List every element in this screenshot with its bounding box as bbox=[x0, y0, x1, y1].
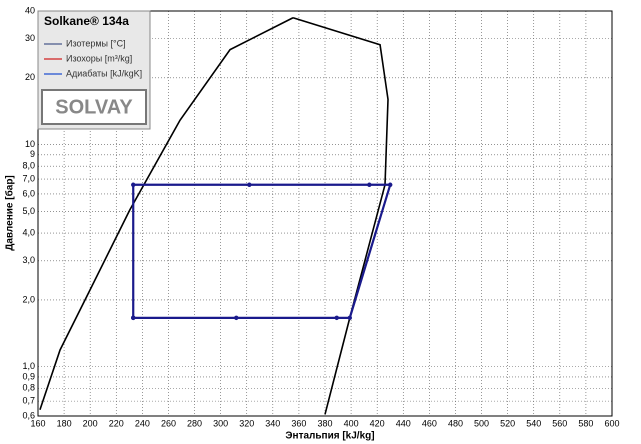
y-tick-label: 10 bbox=[25, 139, 35, 149]
x-tick-label: 400 bbox=[344, 418, 359, 428]
x-tick-label: 500 bbox=[474, 418, 489, 428]
y-tick-label: 9 bbox=[30, 149, 35, 159]
x-tick-label: 560 bbox=[552, 418, 567, 428]
saturation-curve bbox=[292, 16, 389, 415]
cycle-point bbox=[131, 182, 136, 187]
x-tick-label: 380 bbox=[317, 418, 332, 428]
legend-label: Адиабаты [kJ/kgK] bbox=[66, 68, 142, 78]
x-tick-label: 340 bbox=[265, 418, 280, 428]
x-tick-label: 300 bbox=[213, 418, 228, 428]
cycle-point bbox=[388, 182, 393, 187]
x-tick-label: 600 bbox=[604, 418, 619, 428]
y-tick-label: 8,0 bbox=[22, 161, 35, 171]
y-tick-label: 5,0 bbox=[22, 206, 35, 216]
x-tick-label: 260 bbox=[161, 418, 176, 428]
y-axis-label: Давление [бар] bbox=[4, 175, 16, 251]
x-tick-label: 320 bbox=[239, 418, 254, 428]
y-tick-label: 4,0 bbox=[22, 227, 35, 237]
y-tick-label: 7,0 bbox=[22, 173, 35, 183]
x-tick-label: 440 bbox=[396, 418, 411, 428]
legend-label: Изотермы [°C] bbox=[66, 38, 126, 48]
x-tick-label: 160 bbox=[30, 418, 45, 428]
x-tick-label: 580 bbox=[578, 418, 593, 428]
y-tick-label: 20 bbox=[25, 72, 35, 82]
y-tick-label: 0,9 bbox=[22, 371, 35, 381]
cycle-point bbox=[247, 182, 252, 187]
cycle-point bbox=[234, 315, 239, 321]
cycle-point bbox=[347, 315, 352, 321]
legend: Solkane® 134a Изотермы [°C] Изохоры [m³/k… bbox=[37, 10, 151, 130]
x-tick-label: 540 bbox=[526, 418, 541, 428]
x-tick-label: 420 bbox=[370, 418, 385, 428]
logo-box bbox=[41, 89, 147, 125]
cycle-point bbox=[334, 315, 339, 321]
y-tick-label: 1,0 bbox=[22, 361, 35, 371]
y-tick-label: 0,7 bbox=[22, 396, 35, 406]
y-tick-label: 40 bbox=[25, 5, 35, 15]
saturation-curve bbox=[39, 17, 294, 411]
x-tick-label: 280 bbox=[187, 418, 202, 428]
cycle-point bbox=[367, 182, 372, 187]
y-tick-label: 30 bbox=[25, 33, 35, 43]
y-tick-label: 6,0 bbox=[22, 188, 35, 198]
legend-title: Solkane® 134a bbox=[44, 14, 129, 28]
y-tick-label: 3,0 bbox=[22, 255, 35, 265]
logo: SOLVAY bbox=[55, 96, 133, 118]
legend-items: Изотермы [°C] Изохоры [m³/kg] Адиабаты [kJ… bbox=[44, 38, 142, 78]
x-tick-label: 360 bbox=[291, 418, 306, 428]
plot-frame bbox=[37, 10, 613, 417]
plot bbox=[39, 16, 393, 415]
x-tick-label: 200 bbox=[83, 418, 98, 428]
cycle-point bbox=[131, 315, 136, 321]
y-tick-label: 2,0 bbox=[22, 294, 35, 304]
y-tick-label: 0,8 bbox=[22, 383, 35, 393]
x-tick-label: 180 bbox=[57, 418, 72, 428]
x-tick-label: 240 bbox=[135, 418, 150, 428]
x-tick-label: 220 bbox=[109, 418, 124, 428]
legend-label: Изохоры [m³/kg] bbox=[66, 53, 132, 63]
x-tick-label: 520 bbox=[500, 418, 515, 428]
x-tick-label: 460 bbox=[422, 418, 437, 428]
x-axis-label: Энтальпия [kJ/kg] bbox=[285, 431, 374, 442]
x-tick-label: 480 bbox=[448, 418, 463, 428]
y-tick-label: 0,6 bbox=[22, 410, 35, 420]
